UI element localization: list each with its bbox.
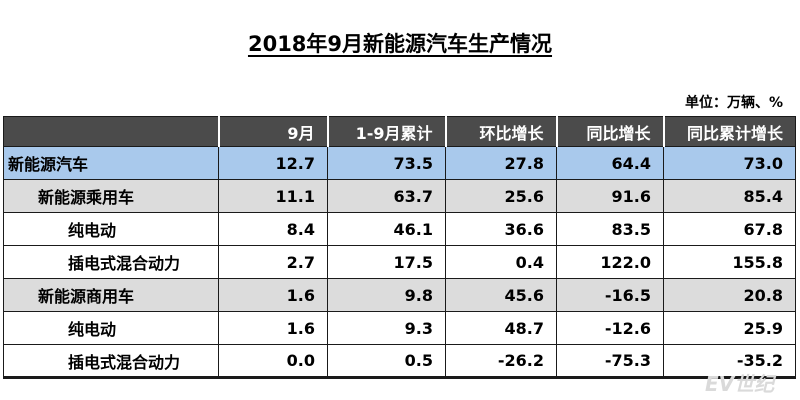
table-row: 插电式混合动力 2.7 17.5 0.4 122.0 155.8 xyxy=(3,245,796,279)
value-cell: -75.3 xyxy=(556,344,664,379)
value-cell: -12.6 xyxy=(556,311,664,345)
row-label: 新能源商用车 xyxy=(3,278,219,312)
table-row: 新能源汽车 12.7 73.5 27.8 64.4 73.0 xyxy=(3,146,796,180)
watermark-logo: EV世纪 xyxy=(705,372,775,396)
table-row: 新能源商用车 1.6 9.8 45.6 -16.5 20.8 xyxy=(3,278,796,312)
value-cell: 17.5 xyxy=(327,245,446,279)
value-cell: 0.5 xyxy=(327,344,446,379)
value-cell: 20.8 xyxy=(663,278,796,312)
header-row: 9月 1-9月累计 环比增长 同比增长 同比累计增长 xyxy=(3,116,796,147)
value-cell: 67.8 xyxy=(663,212,796,246)
value-cell: 25.9 xyxy=(663,311,796,345)
value-cell: 36.6 xyxy=(445,212,557,246)
value-cell: 45.6 xyxy=(445,278,557,312)
value-cell: 155.8 xyxy=(663,245,796,279)
row-label: 纯电动 xyxy=(3,212,219,246)
value-cell: 91.6 xyxy=(556,179,664,213)
value-cell: 11.1 xyxy=(218,179,328,213)
value-cell: -35.2 xyxy=(663,344,796,379)
header-cell xyxy=(3,116,219,147)
value-cell: 64.4 xyxy=(556,146,664,180)
row-label: 纯电动 xyxy=(3,311,219,345)
data-table: 9月 1-9月累计 环比增长 同比增长 同比累计增长 新能源汽车 12.7 73.5… xyxy=(3,116,796,379)
value-cell: 63.7 xyxy=(327,179,446,213)
value-cell: 85.4 xyxy=(663,179,796,213)
value-cell: 46.1 xyxy=(327,212,446,246)
header-cell: 同比累计增长 xyxy=(662,116,796,147)
header-cell: 环比增长 xyxy=(444,116,557,147)
row-label: 新能源乘用车 xyxy=(3,179,219,213)
value-cell: 73.0 xyxy=(663,146,796,180)
row-label: 新能源汽车 xyxy=(3,146,219,180)
unit-label: 单位：万辆、% xyxy=(684,95,783,111)
value-cell: 9.3 xyxy=(327,311,446,345)
value-cell: 0.0 xyxy=(218,344,328,379)
table-body: 新能源汽车 12.7 73.5 27.8 64.4 73.0 新能源乘用车 11.1 63.7 2… xyxy=(3,146,796,379)
value-cell: 12.7 xyxy=(218,146,328,180)
value-cell: 27.8 xyxy=(445,146,557,180)
value-cell: 2.7 xyxy=(218,245,328,279)
value-cell: 8.4 xyxy=(218,212,328,246)
value-cell: 9.8 xyxy=(327,278,446,312)
header-cell: 9月 xyxy=(217,116,328,147)
chart-title: 2018年9月新能源汽车生产情况 xyxy=(247,32,553,56)
value-cell: -16.5 xyxy=(556,278,664,312)
header-cell: 1-9月累计 xyxy=(326,116,446,147)
value-cell: 122.0 xyxy=(556,245,664,279)
table-row: 插电式混合动力 0.0 0.5 -26.2 -75.3 -35.2 xyxy=(3,344,796,379)
value-cell: 25.6 xyxy=(445,179,557,213)
table-row: 纯电动 8.4 46.1 36.6 83.5 67.8 xyxy=(3,212,796,246)
value-cell: 83.5 xyxy=(556,212,664,246)
table-row: 新能源乘用车 11.1 63.7 25.6 91.6 85.4 xyxy=(3,179,796,213)
row-label: 插电式混合动力 xyxy=(3,245,219,279)
header-cell: 同比增长 xyxy=(555,116,664,147)
table-row: 纯电动 1.6 9.3 48.7 -12.6 25.9 xyxy=(3,311,796,345)
value-cell: 48.7 xyxy=(445,311,557,345)
value-cell: 73.5 xyxy=(327,146,446,180)
value-cell: 1.6 xyxy=(218,278,328,312)
value-cell: -26.2 xyxy=(445,344,557,379)
row-label: 插电式混合动力 xyxy=(3,344,219,379)
value-cell: 0.4 xyxy=(445,245,557,279)
value-cell: 1.6 xyxy=(218,311,328,345)
